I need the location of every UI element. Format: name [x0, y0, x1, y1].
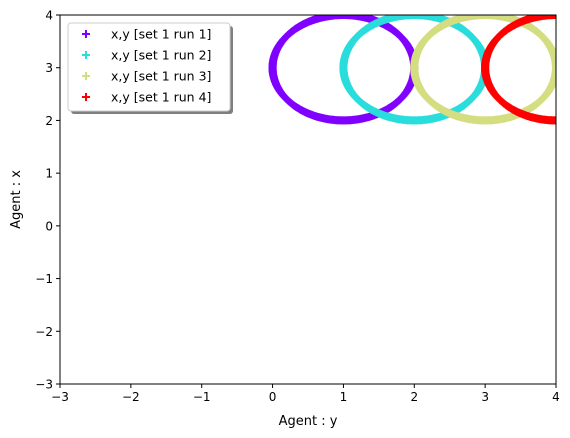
data-point: [558, 11, 566, 19]
legend-label: x,y [set 1 run 3]: [111, 69, 211, 84]
data-point: [561, 116, 569, 124]
legend: x,y [set 1 run 1] x,y [set 1 run 2] x,y [s…: [67, 22, 233, 114]
data-point: [564, 116, 570, 124]
data-point: [550, 15, 556, 19]
data-point: [481, 15, 490, 19]
data-point: [564, 12, 570, 20]
y-axis-label: Agent : x: [9, 170, 24, 229]
data-point: [566, 115, 570, 123]
y-tick-label: 4: [45, 9, 53, 23]
data-point: [559, 116, 567, 124]
data-point: [564, 116, 570, 124]
data-point: [410, 15, 419, 19]
legend-label: x,y [set 1 run 2]: [111, 48, 211, 63]
x-tick-label: −2: [122, 390, 140, 404]
legend-marker: [82, 51, 90, 59]
data-point: [562, 116, 570, 124]
data-point: [561, 11, 569, 19]
series-3: [410, 15, 556, 125]
data-point: [551, 15, 556, 19]
data-point: [557, 116, 565, 124]
data-point: [336, 15, 345, 19]
y-tick-label: 0: [45, 219, 53, 233]
data-point: [555, 119, 556, 122]
data-point: [340, 15, 349, 19]
data-point: [549, 15, 556, 19]
x-axis-label: Agent : y: [279, 414, 338, 429]
data-point: [558, 116, 566, 124]
data-point: [413, 15, 421, 19]
data-point: [411, 15, 420, 19]
x-tick-label: 0: [269, 390, 277, 404]
data-point: [478, 15, 487, 19]
y-tick-label: 1: [45, 167, 53, 181]
data-point: [342, 15, 351, 19]
data-point: [409, 15, 418, 19]
data-point: [412, 15, 421, 19]
data-point: [557, 11, 565, 19]
data-point: [560, 116, 568, 124]
legend-label: x,y [set 1 run 4]: [111, 90, 211, 105]
data-point: [555, 15, 556, 16]
x-tick-label: −1: [193, 390, 211, 404]
data-point: [407, 15, 416, 19]
x-tick-label: 4: [552, 390, 560, 404]
y-tick-label: 3: [45, 61, 53, 75]
data-point: [482, 15, 491, 19]
x-tick-label: −3: [51, 390, 69, 404]
data-point: [566, 12, 570, 20]
data-point: [556, 116, 564, 124]
legend-marker: [82, 72, 90, 80]
data-point: [556, 11, 564, 19]
data-point: [483, 15, 492, 19]
y-tick-label: −3: [35, 378, 53, 392]
legend-marker: [82, 30, 90, 38]
tick-layer: −3 −2 −1 0 1 2 3 4 −3 −2 −1 0 1 2 3 4: [35, 9, 560, 405]
data-point: [408, 15, 417, 19]
plot-frame: [59, 14, 557, 385]
series-4: [481, 11, 570, 125]
x-tick-label: 3: [481, 390, 489, 404]
y-tick-label: −2: [35, 325, 53, 339]
data-point: [479, 15, 488, 19]
x-tick-label: 1: [340, 390, 348, 404]
data-point: [339, 15, 348, 19]
data-point: [565, 116, 570, 124]
legend-label: x,y [set 1 run 1]: [111, 27, 211, 42]
legend-box: [67, 22, 231, 112]
data-point: [480, 15, 489, 19]
data-point: [337, 15, 346, 19]
data-point: [552, 64, 556, 73]
data-point: [552, 62, 556, 71]
data-point: [338, 15, 347, 19]
data-point: [565, 12, 570, 20]
y-tick-label: 2: [45, 114, 53, 128]
data-point: [563, 12, 570, 20]
legend-marker: [82, 93, 90, 101]
data-point: [562, 12, 570, 20]
y-tick-label: −1: [35, 272, 53, 286]
data-point: [563, 116, 570, 124]
data-point: [564, 12, 570, 20]
data-point: [559, 11, 567, 19]
data-point: [482, 15, 490, 19]
x-tick-label: 2: [410, 390, 418, 404]
data-point: [560, 11, 568, 19]
data-point: [341, 15, 350, 19]
